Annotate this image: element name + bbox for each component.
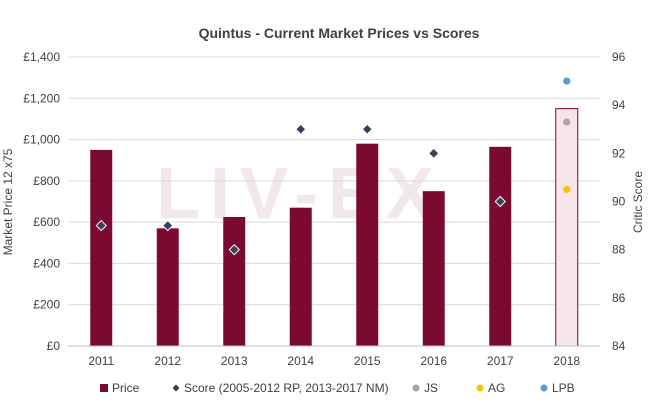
legend-swatch-score [172,384,180,392]
bar-layer [90,108,579,347]
x-tick-label: 2011 [88,354,114,368]
y2-tick-label: 92 [612,146,626,160]
bar-2016 [422,191,445,346]
legend: Price Score (2005-2012 RP, 2013-2017 NM) J… [100,381,575,395]
bar-2015 [356,143,379,346]
legend-swatch-ag [476,384,484,392]
y2-tick-label: 94 [612,98,626,112]
bar-2017 [489,146,512,346]
x-tick-label: 2015 [354,354,381,368]
axis-layer: £0 £200 £400 £600 £800 £1,000 £1,200 £1,400 84 86… [23,50,625,368]
legend-swatch-price [100,384,108,392]
x-tick-label: 2014 [287,354,314,368]
score-point-2015 [361,123,373,135]
x-tick-label: 2016 [420,354,447,368]
score-point-2013 [228,243,240,256]
bar-2014 [289,207,312,346]
legend-label: LPB [552,381,575,395]
chart-title: Quintus - Current Market Prices vs Score… [199,25,480,41]
y-tick-label: £1,200 [23,91,60,105]
legend-swatch-lpb [540,384,548,392]
bar-2012 [156,228,179,346]
legend-swatch-js [412,384,420,392]
bar-2018 [555,108,579,347]
y-tick-label: £200 [33,298,60,312]
legend-label: AG [488,381,505,395]
y2-tick-label: 84 [612,339,626,353]
x-tick-label: 2018 [553,354,580,368]
y-tick-label: £600 [33,215,60,229]
y2-tick-label: 88 [612,243,626,257]
y2-axis-label: Critic Score [631,171,645,233]
score-point-2014 [295,123,307,135]
y-tick-label: £1,000 [23,133,60,147]
js-point-2018 [563,118,571,126]
y2-tick-label: 96 [612,50,626,64]
score-point-2017 [494,195,506,208]
x-tick-label: 2012 [154,354,181,368]
ag-point-2018 [563,185,571,194]
y2-tick-label: 90 [612,195,626,209]
score-point-2011 [95,219,107,232]
marker-layer [95,77,571,256]
y-tick-label: £800 [33,174,60,188]
y-axis-label: Market Price 12 x75 [1,148,15,255]
y-tick-label: £0 [47,339,61,353]
score-point-2016 [428,147,440,160]
x-tick-label: 2013 [221,354,248,368]
legend-label: Score (2005-2012 RP, 2013-2017 NM) [184,381,389,395]
y-tick-label: £400 [33,256,60,270]
x-tick-label: 2017 [487,354,514,368]
legend-label: Price [112,381,140,395]
bar-2011 [90,149,113,346]
legend-label: JS [424,381,438,395]
y2-tick-label: 86 [612,291,626,305]
bar-2013 [223,216,246,346]
grid-layer [68,56,600,347]
y-tick-label: £1,400 [23,50,60,64]
lpb-point-2018 [563,77,571,85]
score-point-2012 [162,219,174,232]
